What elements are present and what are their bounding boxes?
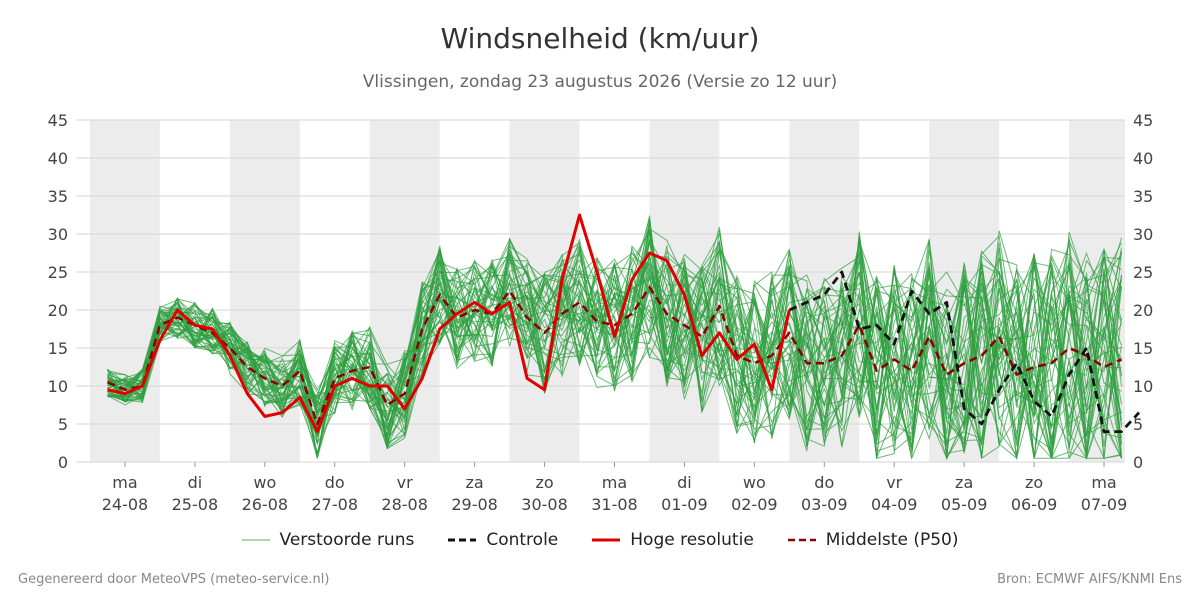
x-tick-label-day: za [466,473,484,492]
y-tick-label-right: 25 [1133,263,1153,282]
x-tick-label-date: 31-08 [591,495,638,514]
x-tick-label-day: zo [535,473,553,492]
y-tick-label-right: 10 [1133,377,1153,396]
x-tick-label-day: do [325,473,345,492]
x-tick-label-date: 06-09 [1011,495,1058,514]
x-tick-label-date: 25-08 [172,495,219,514]
x-tick-label-day: vr [397,473,413,492]
legend-item-perturbed: Verstoorde runs [241,530,415,550]
y-tick-label-left: 10 [48,377,68,396]
legend-item-median: Middelste (P50) [787,530,959,550]
y-tick-label-left: 15 [48,339,68,358]
y-tick-label-right: 5 [1133,415,1143,434]
x-tick-label-date: 28-08 [381,495,428,514]
y-tick-label-left: 5 [58,415,68,434]
y-tick-label-left: 40 [48,149,68,168]
x-tick-label-date: 30-08 [521,495,568,514]
x-tick-label-day: ma [112,473,137,492]
median-line [107,285,1122,426]
legend-swatch-control-icon [448,538,477,542]
day-band [229,120,300,462]
x-tick-label-day: do [814,473,834,492]
x-tick-label-date: 26-08 [242,495,289,514]
x-tick-label-date: 05-09 [941,495,988,514]
y-tick-label-right: 20 [1133,301,1153,320]
chart-legend: Verstoorde runs Controle Hoge resolutie … [0,530,1200,550]
ensemble-member-line [107,250,1122,445]
legend-label: Hoge resolutie [630,530,754,550]
legend-label: Middelste (P50) [825,530,959,550]
ensemble-member-line [107,257,1122,460]
x-tick-label-date: 29-08 [451,495,498,514]
ensemble-member-line [107,238,1122,457]
y-tick-label-right: 0 [1133,453,1143,472]
legend-item-high-resolution: Hoge resolutie [592,530,754,550]
y-tick-label-left: 0 [58,453,68,472]
x-tick-label-day: ma [602,473,627,492]
x-tick-label-day: za [955,473,973,492]
chart-subtitle: Vlissingen, zondag 23 augustus 2026 (Ver… [362,72,838,92]
x-tick-label-day: ma [1091,473,1116,492]
x-tick-label-date: 01-09 [661,495,708,514]
legend-item-control: Controle [448,530,558,550]
y-tick-label-left: 25 [48,263,68,282]
x-tick-label-date: 03-09 [801,495,848,514]
ensemble-member-line [107,229,1122,459]
legend-swatch-highres-icon [592,538,621,542]
legend-swatch-perturbed-icon [241,539,270,541]
legend-label: Controle [486,530,559,550]
footer-generated-by: Gegenereerd door MeteoVPS (meteo-service… [18,572,330,587]
x-tick-label-day: di [188,473,203,492]
y-tick-label-right: 30 [1133,225,1153,244]
high-resolution-line [107,213,791,434]
legend-label: Verstoorde runs [279,530,415,550]
ensemble-member-line [107,247,1122,449]
x-tick-label-date: 04-09 [871,495,918,514]
y-tick-label-right: 15 [1133,339,1153,358]
ensemble-member-line [107,227,1122,459]
x-tick-label-day: vr [886,473,902,492]
x-tick-label-day: zo [1025,473,1043,492]
x-tick-label-day: wo [253,473,276,492]
y-tick-label-right: 35 [1133,187,1153,206]
y-tick-label-right: 45 [1133,111,1153,130]
x-tick-label-date: 27-08 [312,495,359,514]
ensemble-member-line [107,257,1122,459]
legend-swatch-median-icon [787,538,816,542]
y-tick-label-left: 30 [48,225,68,244]
ensemble-member-line [107,242,1122,460]
ensemble-member-line [107,237,1122,459]
y-tick-label-left: 35 [48,187,68,206]
y-tick-label-left: 20 [48,301,68,320]
x-tick-label-day: wo [743,473,766,492]
control-line [788,270,1141,434]
y-tick-label-right: 40 [1133,149,1153,168]
ensemble-member-line [107,219,1122,461]
ensemble-member-line [107,232,1122,452]
x-tick-label-date: 07-09 [1081,495,1128,514]
x-tick-label-date: 02-09 [731,495,778,514]
x-tick-label-date: 24-08 [102,495,149,514]
y-tick-label-left: 45 [48,111,68,130]
footer-source: Bron: ECMWF AIFS/KNMI Ens [997,572,1182,587]
chart-title: Windsnelheid (km/uur) [440,22,760,55]
x-tick-label-day: di [677,473,692,492]
day-band [89,120,160,462]
